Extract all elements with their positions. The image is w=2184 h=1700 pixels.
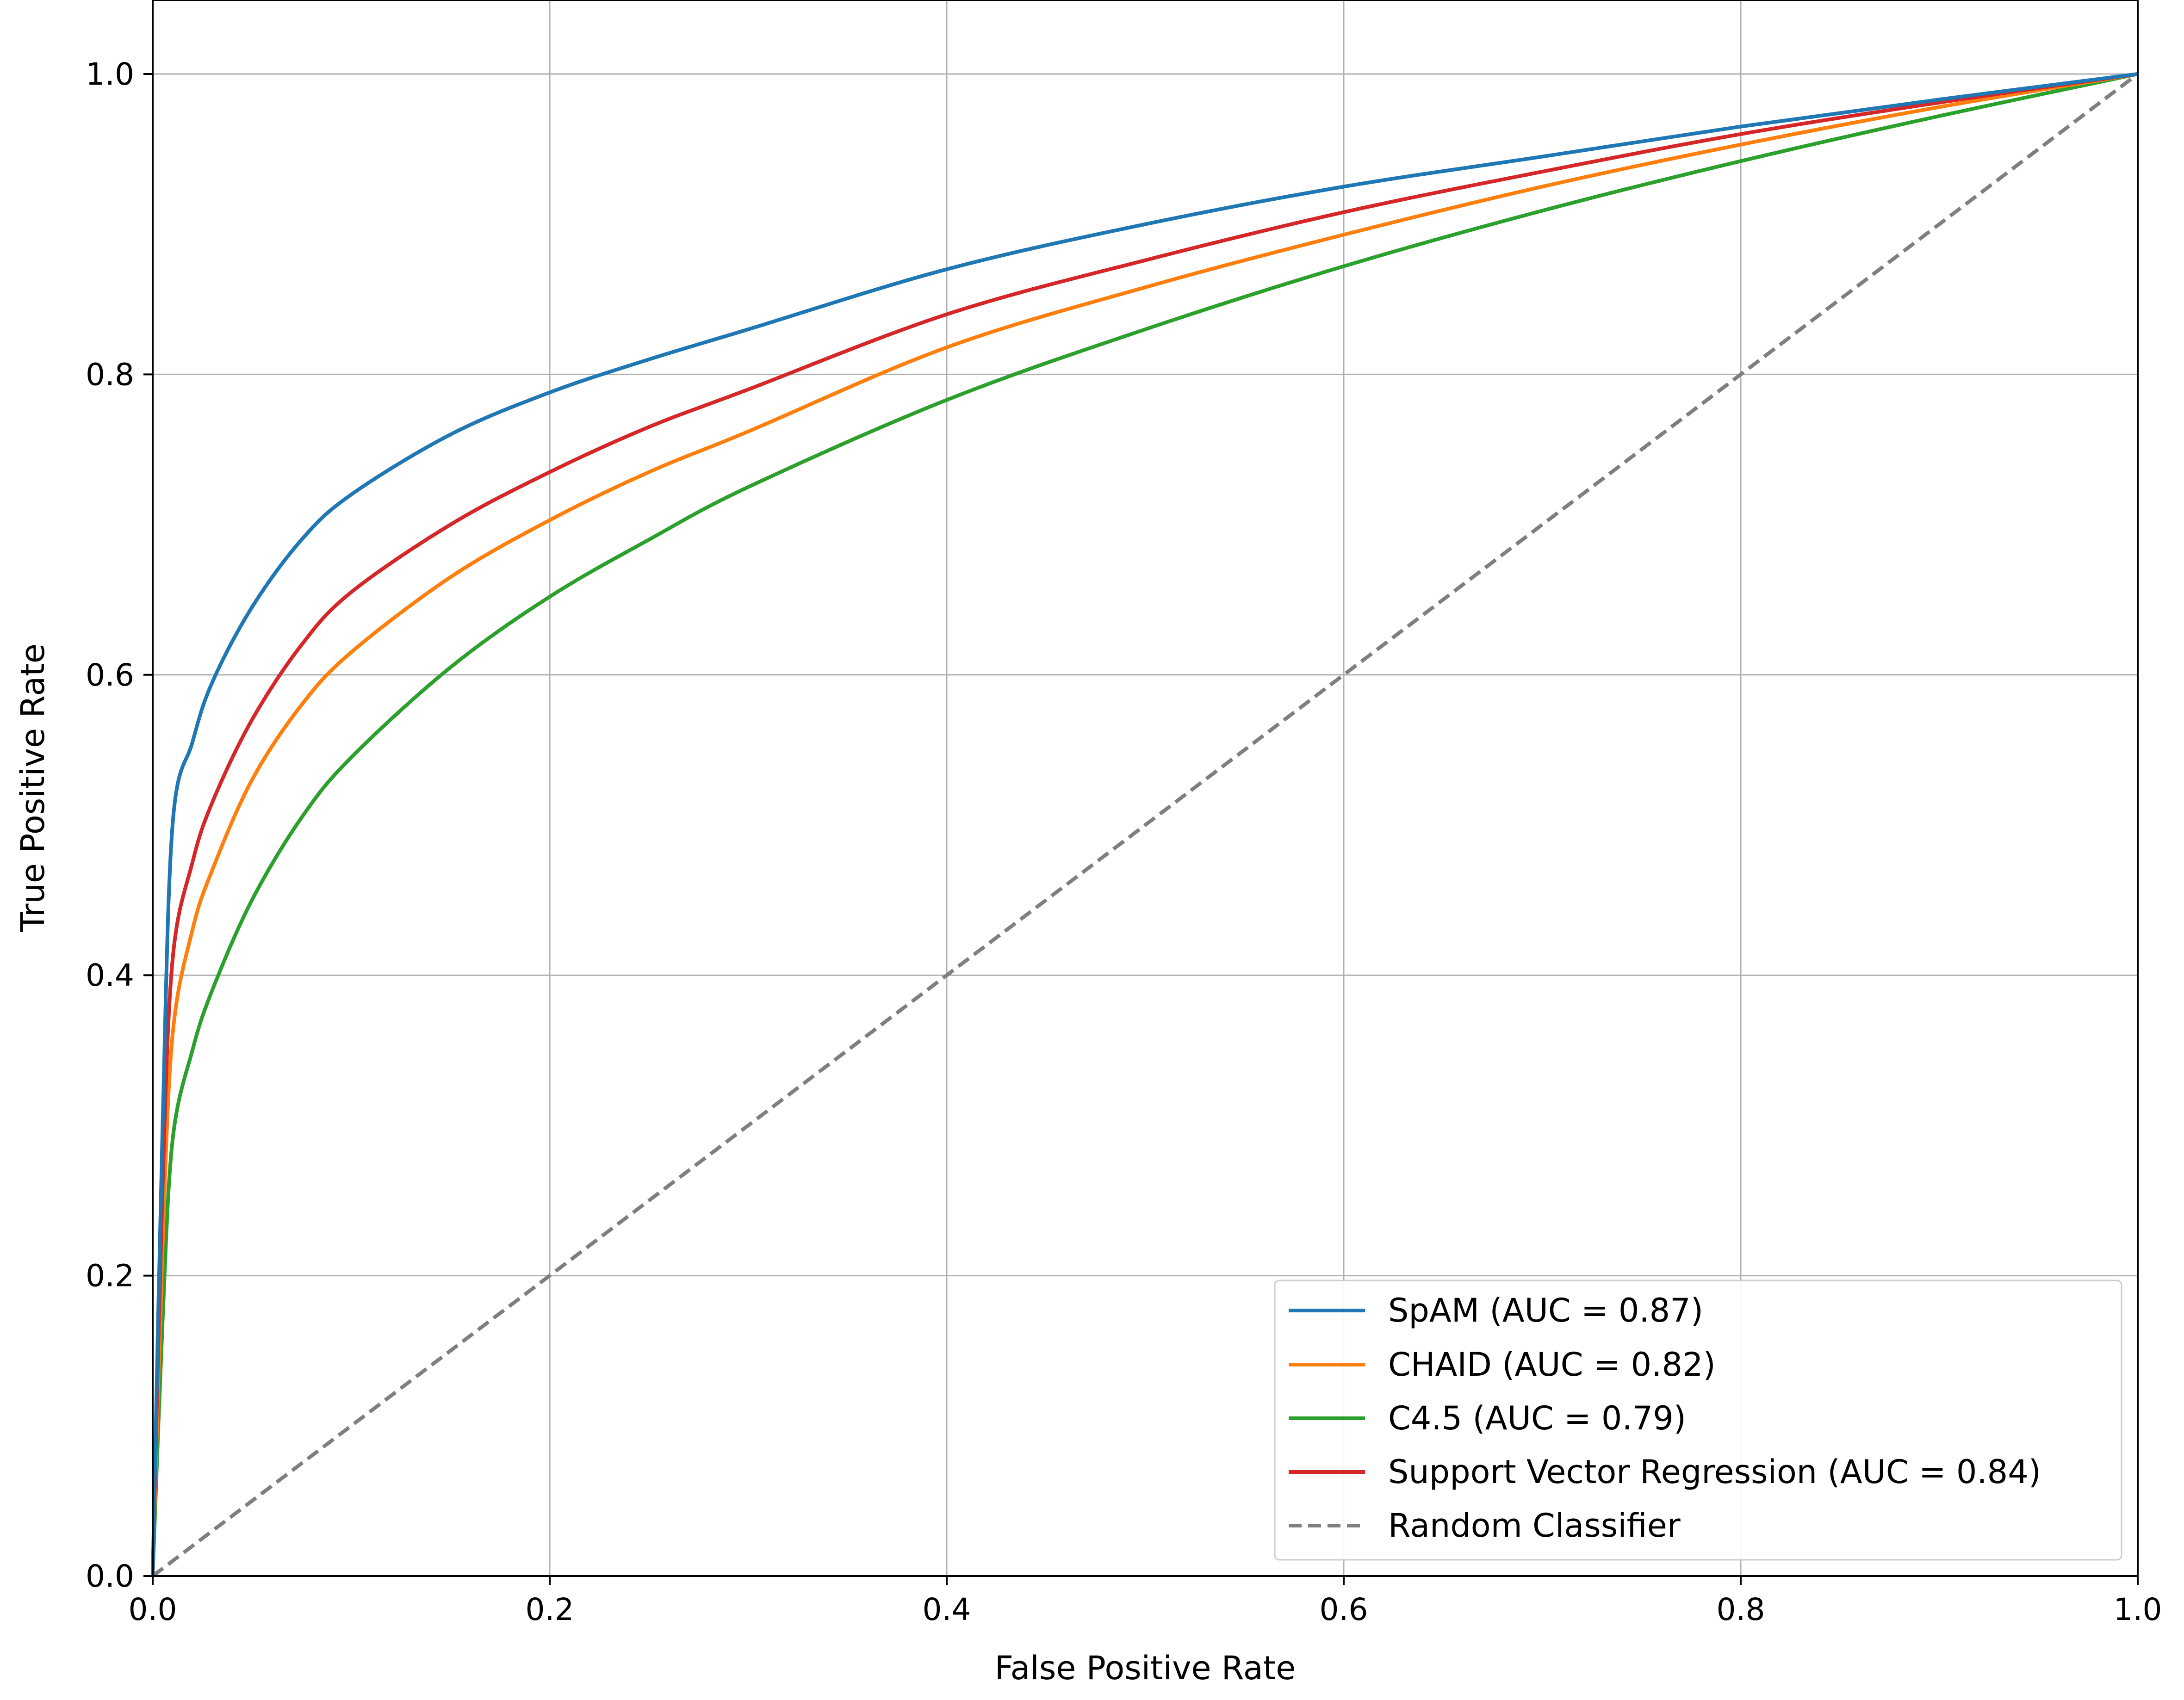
legend-entry-chaid: CHAID (AUC = 0.82) xyxy=(1289,1346,1716,1384)
y-tick-label: 0.8 xyxy=(86,357,134,392)
legend: SpAM (AUC = 0.87) CHAID (AUC = 0.82) C4.… xyxy=(1274,1280,2122,1561)
x-tick-label: 0.4 xyxy=(923,1592,971,1627)
y-tick-label: 0.0 xyxy=(86,1558,134,1594)
legend-entry-c45: C4.5 (AUC = 0.79) xyxy=(1289,1399,1686,1437)
y-axis-ticks: 0.0 0.2 0.4 0.6 0.8 1.0 xyxy=(86,56,153,1594)
y-tick-label: 0.4 xyxy=(86,958,134,993)
x-tick-label: 0.6 xyxy=(1320,1592,1368,1627)
x-tick-label: 0.0 xyxy=(129,1592,177,1627)
plot-frame xyxy=(152,0,2139,1577)
series-line-1 xyxy=(151,72,2138,1576)
series-layer xyxy=(151,72,2139,1578)
y-axis-label: True Positive Rate xyxy=(14,643,52,933)
legend-entry-random: Random Classifier xyxy=(1289,1507,1681,1545)
series-line-3 xyxy=(151,72,2138,1576)
y-tick-label: 0.6 xyxy=(86,657,134,693)
legend-box xyxy=(1274,1280,2122,1561)
legend-entry-svr: Support Vector Regression (AUC = 0.84) xyxy=(1289,1453,2041,1491)
x-tick-label: 1.0 xyxy=(2114,1592,2162,1627)
legend-label-svr: Support Vector Regression (AUC = 0.84) xyxy=(1388,1453,2041,1491)
legend-label-chaid: CHAID (AUC = 0.82) xyxy=(1388,1346,1716,1384)
legend-entry-spam: SpAM (AUC = 0.87) xyxy=(1289,1292,1703,1329)
x-axis-ticks: 0.0 0.2 0.4 0.6 0.8 1.0 xyxy=(129,1576,2162,1627)
x-axis-label: False Positive Rate xyxy=(995,1649,1296,1687)
y-tick-label: 0.2 xyxy=(86,1258,134,1294)
legend-label-c45: C4.5 (AUC = 0.79) xyxy=(1388,1399,1686,1437)
grid-lines xyxy=(152,0,2139,1577)
x-tick-label: 0.2 xyxy=(526,1592,574,1627)
x-tick-label: 0.8 xyxy=(1717,1592,1765,1627)
legend-label-spam: SpAM (AUC = 0.87) xyxy=(1388,1292,1703,1329)
legend-label-random: Random Classifier xyxy=(1388,1507,1681,1545)
series-line-0 xyxy=(151,72,2138,1576)
series-line-4 xyxy=(151,72,2139,1578)
y-tick-label: 1.0 xyxy=(86,56,134,92)
series-line-2 xyxy=(151,72,2138,1576)
